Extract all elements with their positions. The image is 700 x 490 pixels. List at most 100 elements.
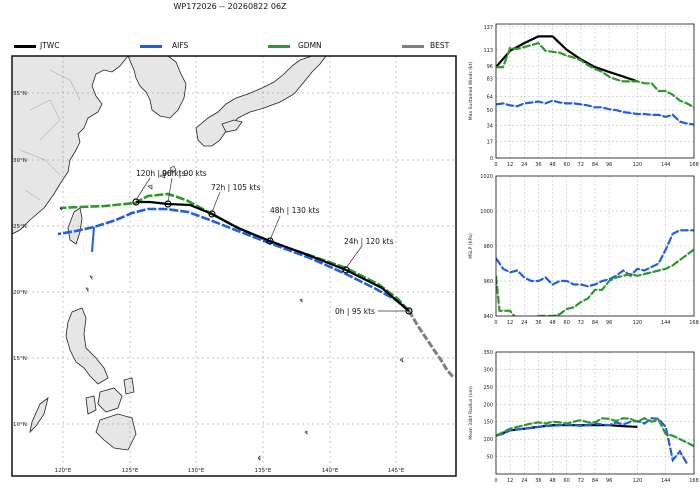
x-tick-label: 60: [564, 320, 570, 326]
y-tick-label: 940: [483, 314, 493, 320]
track-gdmn-tail: [59, 207, 63, 211]
map-lon-labels: 120°E 125°E 130°E 135°E 140°E 145°E: [55, 468, 405, 474]
lat-label: 10°N: [13, 422, 27, 428]
legend-label: JTWC: [40, 41, 60, 50]
y-tick-label: 83: [487, 77, 493, 83]
y-tick-label: 200: [483, 402, 493, 408]
series-line-aifs: [496, 229, 694, 288]
y-axis-label: MSLP (hPa): [468, 233, 474, 259]
x-tick-label: 48: [549, 162, 555, 168]
y-tick-label: 150: [483, 420, 493, 426]
annotation-72h: 72h | 105 kts: [211, 183, 261, 192]
y-tick-label: 960: [483, 279, 493, 285]
chart-series-group: [496, 229, 694, 316]
lat-label: 20°N: [13, 290, 27, 296]
x-tick-label: 36: [535, 162, 541, 168]
annotation-48h: 48h | 130 kts: [270, 206, 320, 215]
x-tick-label: 36: [535, 478, 541, 484]
x-tick-label: 24: [521, 478, 527, 484]
x-tick-label: 96: [606, 162, 612, 168]
storm-symbols: [132, 198, 413, 315]
map-annotations: 0h | 95 kts 24h | 120 kts 48h | 130 kts …: [136, 169, 394, 316]
province-borders: [19, 69, 81, 201]
y-tick-label: 96: [487, 64, 493, 70]
legend-label: GDMN: [298, 41, 322, 50]
track-jtwc: [136, 200, 410, 312]
land-luzon: [65, 307, 109, 385]
lat-label: 35°N: [13, 91, 27, 97]
y-tick-label: 113: [483, 48, 493, 54]
x-tick-label: 12: [507, 320, 513, 326]
annotation-0h: 0h | 95 kts: [335, 307, 375, 316]
lon-label: 145°E: [388, 468, 405, 474]
y-tick-label: 100: [483, 437, 493, 443]
y-tick-label: 250: [483, 385, 493, 391]
y-tick-label: 980: [483, 244, 493, 250]
series-line-gdmn: [496, 41, 694, 109]
annotation-120h: 120h | 90 kts: [136, 169, 186, 178]
x-tick-label: 84: [592, 320, 598, 326]
map-lat-labels: 35°N 30°N 25°N 20°N 15°N 10°N: [13, 91, 27, 428]
x-tick-label: 0: [494, 478, 497, 484]
legend-swatch: [14, 45, 36, 48]
x-tick-label: 48: [549, 320, 555, 326]
y-tick-label: 0: [490, 156, 493, 162]
track-best: [407, 310, 456, 379]
x-tick-label: 60: [564, 478, 570, 484]
legend-swatch: [402, 45, 424, 48]
x-tick-label: 120: [633, 162, 643, 168]
track-aifs: [57, 207, 410, 312]
legend: JTWC AIFS GDMN BEST: [10, 40, 456, 52]
lat-label: 25°N: [13, 224, 27, 230]
y-tick-label: 1000: [480, 209, 493, 215]
lon-label: 135°E: [255, 468, 272, 474]
land-palawan: [29, 397, 49, 434]
x-tick-label: 0: [494, 320, 497, 326]
y-tick-label: 64: [487, 95, 493, 101]
land-china: [12, 56, 129, 235]
y-tick-label: 300: [483, 367, 493, 373]
x-tick-label: 24: [521, 162, 527, 168]
chart-panel-1: 940 960 980 1000 1020 0 12 24 36 48 60 72 84 96 120 144…: [468, 174, 699, 326]
x-tick-label: 168: [689, 478, 699, 484]
y-tick-label: 50: [487, 455, 493, 461]
land-ryukyu: [147, 165, 177, 190]
y-tick-label: 50: [487, 108, 493, 114]
x-tick-label: 168: [689, 320, 699, 326]
y-axis-label: Mean 34kt Radius (nm): [468, 386, 474, 440]
land-shikoku: [221, 119, 243, 133]
x-tick-label: 12: [507, 478, 513, 484]
x-tick-label: 144: [661, 320, 671, 326]
chart-panel-2: 50 100 150 200 250 300 350 0 12 24 36 48 60 72 84 96 120…: [468, 350, 699, 484]
y-tick-label: 350: [483, 350, 493, 356]
x-tick-label: 36: [535, 320, 541, 326]
x-tick-label: 0: [494, 162, 497, 168]
x-tick-label: 72: [578, 478, 584, 484]
figure-title: WP172026 -- 20260822 06Z: [173, 2, 287, 11]
x-tick-label: 120: [633, 320, 643, 326]
legend-swatch: [140, 45, 162, 48]
x-tick-label: 48: [549, 478, 555, 484]
y-tick-label: 1020: [480, 174, 493, 180]
x-tick-label: 84: [592, 162, 598, 168]
y-tick-label: 137: [483, 25, 493, 31]
chart-series-group: [496, 416, 694, 465]
lat-label: 30°N: [13, 158, 27, 164]
legend-label: BEST: [430, 41, 450, 50]
legend-item-aifs: AIFS: [140, 40, 200, 52]
lat-label: 15°N: [13, 356, 27, 362]
land-mindanao: [95, 413, 137, 451]
lon-label: 140°E: [322, 468, 339, 474]
x-tick-label: 72: [578, 320, 584, 326]
y-tick-label: 34: [487, 123, 493, 129]
lon-label: 130°E: [188, 468, 205, 474]
x-tick-label: 168: [689, 162, 699, 168]
chart-frame: [495, 23, 695, 159]
legend-item-best: BEST: [402, 40, 456, 52]
land-taiwan: [67, 207, 83, 245]
map-frame: [11, 55, 457, 477]
y-axis-label: Max Sustained Winds (kt): [468, 61, 474, 120]
